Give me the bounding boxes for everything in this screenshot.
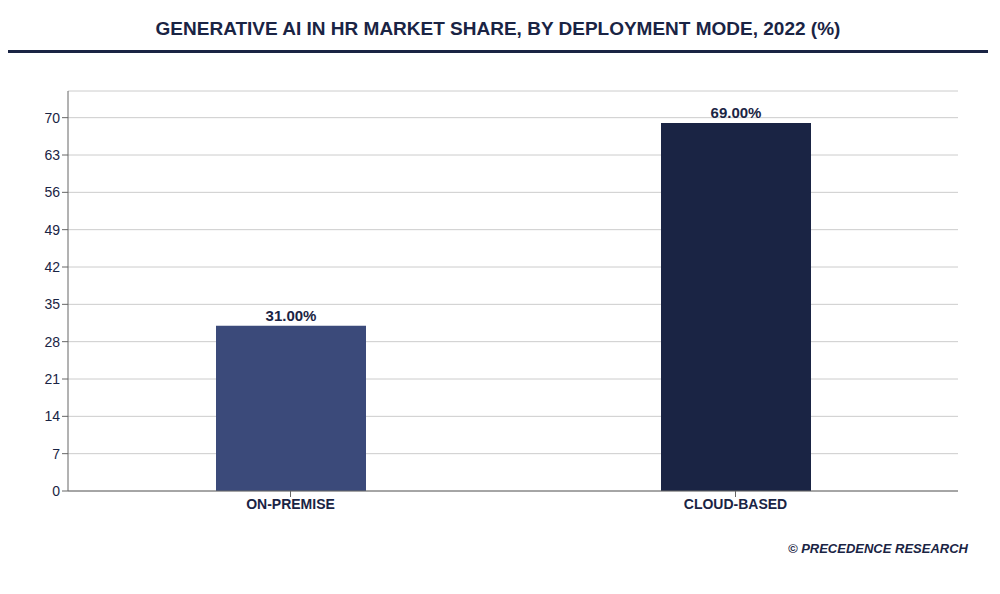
svg-text:69.00%: 69.00% [711,104,762,121]
svg-text:14: 14 [44,408,60,424]
svg-text:35: 35 [44,296,60,312]
svg-text:28: 28 [44,334,60,350]
svg-text:49: 49 [44,222,60,238]
svg-text:42: 42 [44,259,60,275]
svg-text:21: 21 [44,371,60,387]
svg-text:CLOUD-BASED: CLOUD-BASED [684,496,787,512]
svg-text:0: 0 [52,483,60,499]
html-text:GENERATIVE AI IN HR MARKET SHA: GENERATIVE AI IN HR MARKET SHARE, BY DEP… [155,18,841,39]
svg-text:70: 70 [44,110,60,126]
html-text:© PRECEDENCE RESEARCH: © PRECEDENCE RESEARCH [787,541,968,556]
svg-text:56: 56 [44,184,60,200]
svg-text:63: 63 [44,147,60,163]
svg-text:7: 7 [52,446,60,462]
svg-text:31.00%: 31.00% [266,307,317,324]
svg-text:ON-PREMISE: ON-PREMISE [246,496,335,512]
